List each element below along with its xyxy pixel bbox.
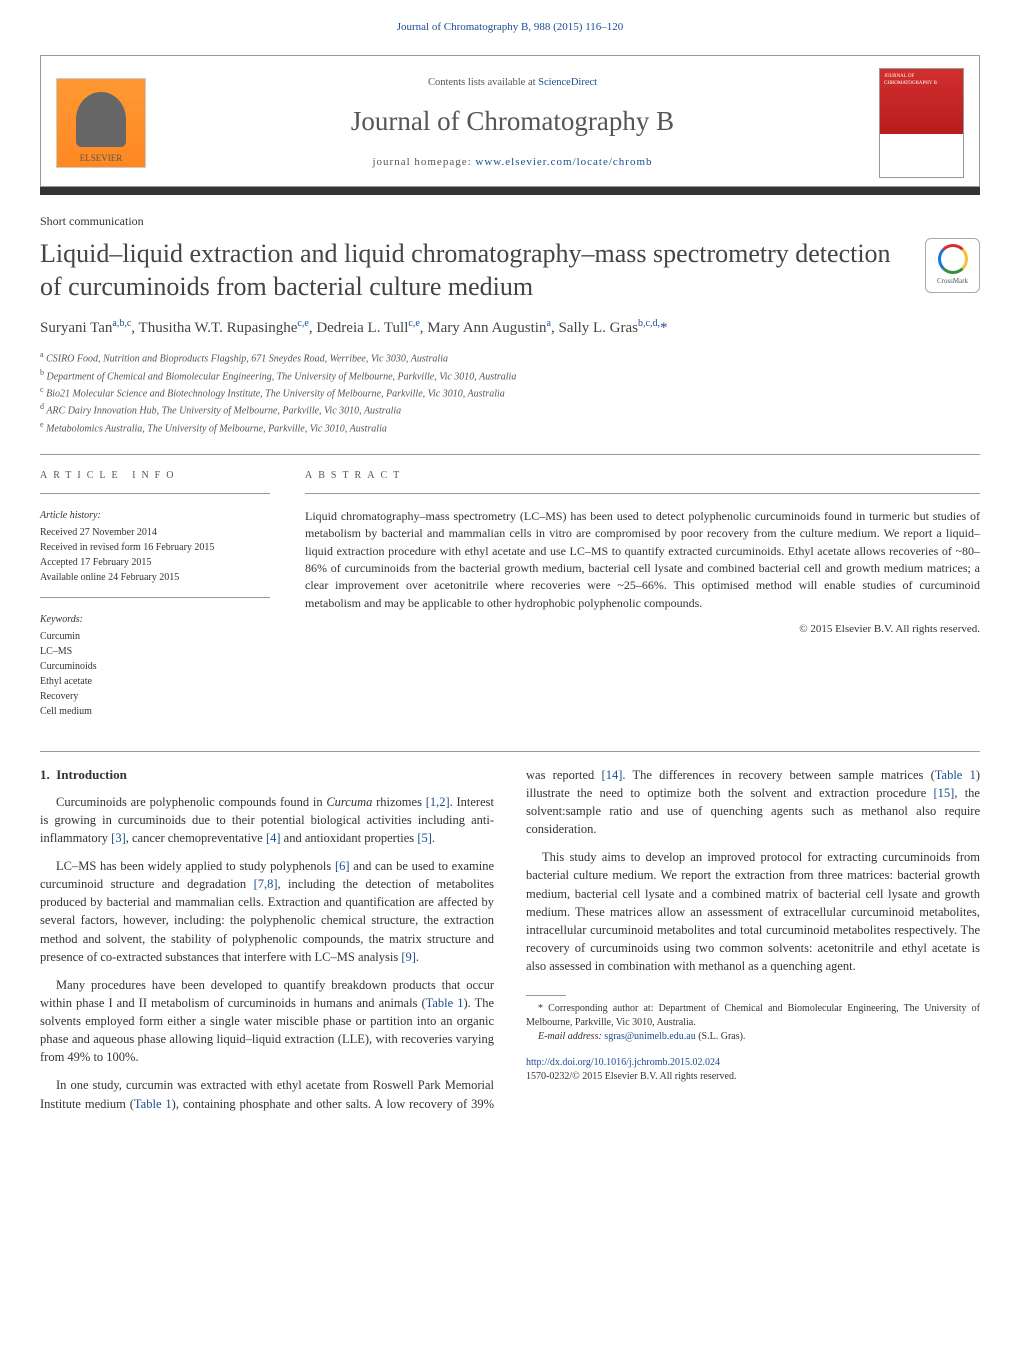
- author-list: Suryani Tana,b,c, Thusitha W.T. Rupasing…: [40, 317, 980, 339]
- info-heading: article info: [40, 469, 270, 483]
- body-paragraph: LC–MS has been widely applied to study p…: [40, 857, 494, 966]
- footnotes: * Corresponding author at: Department of…: [526, 1002, 980, 1044]
- article-type: Short communication: [40, 213, 980, 230]
- citation-link[interactable]: [6]: [335, 859, 350, 873]
- masthead-divider: [40, 187, 980, 195]
- affiliation-line: a CSIRO Food, Nutrition and Bioproducts …: [40, 349, 980, 366]
- affiliation-line: d ARC Dairy Innovation Hub, The Universi…: [40, 401, 980, 418]
- keyword: Curcuminoids: [40, 659, 270, 674]
- keyword: Curcumin: [40, 629, 270, 644]
- abstract-rule: [305, 493, 980, 494]
- keyword: Recovery: [40, 689, 270, 704]
- body-paragraph: This study aims to develop an improved p…: [526, 848, 980, 975]
- publisher-logo: ELSEVIER: [56, 78, 146, 168]
- article-content: Short communication Liquid–liquid extrac…: [0, 195, 1020, 1142]
- elsevier-tree-icon: [76, 92, 126, 147]
- journal-masthead: ELSEVIER Contents lists available at Sci…: [40, 55, 980, 187]
- running-header: Journal of Chromatography B, 988 (2015) …: [0, 0, 1020, 45]
- citation-link[interactable]: [14]: [602, 768, 623, 782]
- body-paragraph: Curcuminoids are polyphenolic compounds …: [40, 793, 494, 847]
- section-heading: 1. Introduction: [40, 766, 494, 785]
- keyword: LC–MS: [40, 644, 270, 659]
- crossmark-badge[interactable]: CrossMark: [925, 238, 980, 293]
- publisher-name: ELSEVIER: [80, 152, 123, 165]
- history-line: Available online 24 February 2015: [40, 570, 270, 585]
- corresponding-author-note: * Corresponding author at: Department of…: [526, 1002, 980, 1030]
- citation-link[interactable]: [7,8]: [254, 877, 278, 891]
- corresponding-email-link[interactable]: sgras@unimelb.edu.au: [604, 1031, 695, 1042]
- keywords-block: Keywords: CurcuminLC–MSCurcuminoidsEthyl…: [40, 612, 270, 719]
- history-label: Article history:: [40, 508, 270, 523]
- info-rule-2: [40, 597, 270, 598]
- issn-copyright: 1570-0232/© 2015 Elsevier B.V. All right…: [526, 1071, 736, 1082]
- citation-link[interactable]: [3]: [111, 831, 126, 845]
- affiliation-line: b Department of Chemical and Biomolecula…: [40, 367, 980, 384]
- contents-available-line: Contents lists available at ScienceDirec…: [161, 76, 864, 91]
- body-paragraph: Many procedures have been developed to q…: [40, 976, 494, 1067]
- keywords-label: Keywords:: [40, 612, 270, 627]
- rule-upper: [40, 454, 980, 455]
- history-line: Received in revised form 16 February 201…: [40, 540, 270, 555]
- homepage-line: journal homepage: www.elsevier.com/locat…: [161, 155, 864, 170]
- keyword: Ethyl acetate: [40, 674, 270, 689]
- citation-link[interactable]: [9]: [401, 950, 416, 964]
- body-text: 1. Introduction Curcuminoids are polyphe…: [40, 766, 980, 1113]
- history-line: Accepted 17 February 2015: [40, 555, 270, 570]
- abstract-heading: abstract: [305, 469, 980, 483]
- article-info-column: article info Article history: Received 2…: [40, 469, 270, 731]
- citation-link[interactable]: [4]: [266, 831, 281, 845]
- doi-link[interactable]: http://dx.doi.org/10.1016/j.jchromb.2015…: [526, 1057, 720, 1068]
- sciencedirect-link[interactable]: ScienceDirect: [538, 77, 597, 88]
- info-abstract-row: article info Article history: Received 2…: [40, 469, 980, 731]
- journal-cover-thumbnail: JOURNAL OF CHROMATOGRAPHY B: [879, 68, 964, 178]
- affiliations: a CSIRO Food, Nutrition and Bioproducts …: [40, 349, 980, 436]
- affiliation-line: e Metabolomics Australia, The University…: [40, 419, 980, 436]
- journal-name: Journal of Chromatography B: [161, 103, 864, 141]
- table-link[interactable]: Table 1: [935, 768, 976, 782]
- info-rule-1: [40, 493, 270, 494]
- citation-link[interactable]: [15]: [934, 786, 955, 800]
- history-line: Received 27 November 2014: [40, 525, 270, 540]
- doi-block: http://dx.doi.org/10.1016/j.jchromb.2015…: [526, 1056, 980, 1084]
- abstract-text: Liquid chromatography–mass spectrometry …: [305, 508, 980, 612]
- title-row: Liquid–liquid extraction and liquid chro…: [40, 238, 980, 303]
- table-link[interactable]: Table 1: [426, 996, 464, 1010]
- footnote-separator: [526, 995, 566, 996]
- homepage-link[interactable]: www.elsevier.com/locate/chromb: [475, 156, 652, 168]
- article-title: Liquid–liquid extraction and liquid chro…: [40, 238, 905, 303]
- citation-link[interactable]: [1,2]: [426, 795, 450, 809]
- masthead-center: Contents lists available at ScienceDirec…: [161, 76, 864, 170]
- keyword: Cell medium: [40, 704, 270, 719]
- abstract-column: abstract Liquid chromatography–mass spec…: [305, 469, 980, 731]
- table-link[interactable]: Table 1: [134, 1097, 172, 1111]
- citation-link[interactable]: [5]: [417, 831, 432, 845]
- rule-lower: [40, 751, 980, 752]
- abstract-copyright: © 2015 Elsevier B.V. All rights reserved…: [305, 622, 980, 637]
- affiliation-line: c Bio21 Molecular Science and Biotechnol…: [40, 384, 980, 401]
- crossmark-icon: [938, 244, 968, 274]
- email-line: E-mail address: sgras@unimelb.edu.au (S.…: [526, 1030, 980, 1044]
- article-history: Article history: Received 27 November 20…: [40, 508, 270, 585]
- header-citation-link[interactable]: Journal of Chromatography B, 988 (2015) …: [397, 21, 624, 33]
